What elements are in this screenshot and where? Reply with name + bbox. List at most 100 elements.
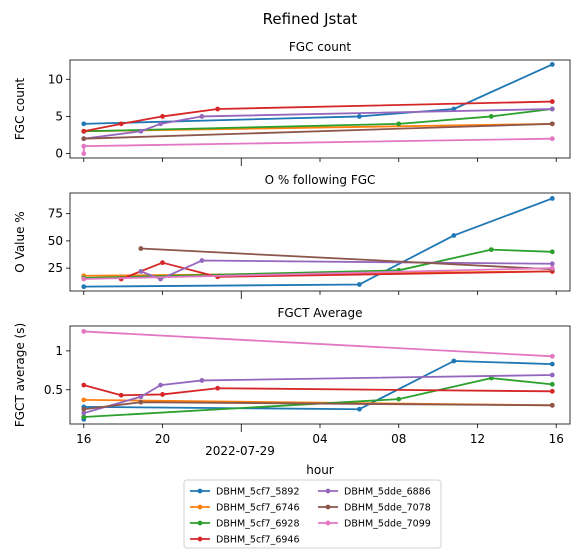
series-line: [83, 63, 553, 125]
legend-entry: DBHM_5cf7_6746: [190, 503, 300, 514]
data-point: [199, 114, 205, 119]
data-point: [488, 247, 494, 253]
series-line: [83, 197, 553, 288]
legend-label: DBHM_5cf7_6746: [216, 503, 300, 514]
data-point: [138, 246, 144, 251]
data-point: [549, 136, 555, 142]
legend-label: DBHM_5cf7_6946: [216, 535, 300, 546]
series-DBHM_5dde_7078: [81, 121, 555, 142]
series-DBHM_5dde_6886: [81, 372, 555, 416]
legend-label: DBHM_5cf7_5892: [216, 487, 300, 498]
data-point: [549, 249, 555, 255]
data-point: [215, 385, 221, 391]
date-label: 2022-07-29: [205, 444, 275, 458]
legend-marker: [325, 504, 331, 510]
y-axis-label: O Value %: [13, 211, 27, 272]
data-point: [215, 106, 221, 112]
y-tick-label: 0: [55, 147, 63, 161]
series-DBHM_5cf7_5892: [81, 196, 555, 290]
data-point: [81, 276, 87, 282]
series-DBHM_5cf7_6946: [81, 99, 555, 134]
data-point: [356, 114, 362, 119]
data-point: [81, 329, 87, 334]
data-point: [160, 114, 165, 119]
data-point: [138, 399, 144, 405]
series-line: [83, 377, 553, 418]
x-tick-label: 08: [391, 432, 406, 446]
series-DBHM_5dde_7078: [81, 399, 555, 412]
series-DBHM_5dde_7099: [81, 136, 555, 156]
axes-frame: [69, 325, 571, 425]
data-point: [81, 128, 87, 134]
data-point: [549, 62, 555, 67]
legend-label: DBHM_5dde_7078: [344, 503, 431, 514]
data-point: [356, 282, 362, 287]
data-point: [356, 406, 362, 412]
data-point: [549, 388, 555, 394]
x-tick-label: 04: [312, 432, 327, 446]
subplot-title: FGC count: [289, 40, 352, 54]
series-line: [83, 248, 553, 279]
series-line: [82, 137, 553, 154]
data-point: [549, 261, 555, 267]
x-tick-label: 12: [470, 432, 485, 446]
y-tick-label: 1: [55, 344, 63, 358]
axes-frame: [69, 192, 571, 292]
figure-title: Refined Jstat: [263, 10, 358, 28]
series-DBHM_5cf7_6928: [81, 375, 555, 420]
legend-entry: DBHM_5dde_7099: [318, 519, 431, 530]
y-tick-label: 0.5: [44, 383, 63, 397]
subplot-title: FGCT Average: [277, 306, 362, 320]
data-point: [549, 381, 555, 387]
legend-entry: DBHM_5cf7_6946: [190, 535, 300, 546]
y-axis-label: FGCT average (s): [13, 323, 27, 427]
x-axis-label: hour: [306, 463, 334, 477]
data-point: [81, 410, 87, 416]
data-point: [549, 372, 555, 378]
data-point: [549, 99, 555, 104]
data-point: [549, 353, 555, 359]
x-tick-label: 16: [76, 432, 91, 446]
legend-marker: [325, 488, 331, 494]
legend: DBHM_5cf7_5892 DBHM_5cf7_6746 DBHM_5cf7_69…: [183, 479, 442, 549]
data-point: [549, 361, 555, 367]
data-point: [158, 382, 163, 388]
legend-label: DBHM_5dde_6886: [344, 487, 431, 498]
data-point: [118, 392, 124, 398]
data-point: [158, 121, 163, 127]
legend-marker: [197, 520, 203, 526]
legend-marker: [197, 536, 203, 542]
data-point: [81, 136, 87, 142]
data-point: [81, 151, 87, 156]
legend-marker: [197, 488, 203, 494]
series-line: [83, 384, 553, 397]
series-line: [83, 330, 553, 358]
data-point: [81, 382, 87, 388]
data-point: [199, 378, 205, 383]
data-point: [396, 121, 402, 127]
series-line: [83, 267, 553, 280]
data-point: [451, 358, 457, 364]
data-point: [451, 233, 457, 238]
data-point: [396, 396, 402, 402]
series-line: [83, 108, 553, 133]
data-point: [81, 414, 87, 420]
data-point: [549, 106, 555, 112]
series-line: [140, 247, 553, 271]
y-tick-label: 75: [48, 207, 63, 221]
legend-entry: DBHM_5cf7_6928: [190, 519, 300, 530]
series-DBHM_5dde_7099: [81, 329, 555, 359]
x-tick-label: 20: [155, 432, 170, 446]
legend-entry: DBHM_5dde_6886: [318, 487, 431, 498]
data-point: [81, 284, 87, 290]
subplot-title: O % following FGC: [265, 173, 376, 187]
data-point: [138, 394, 144, 400]
series-DBHM_5dde_7099: [81, 265, 555, 282]
data-point: [160, 392, 165, 397]
data-point: [488, 114, 494, 119]
subplot-1: FGC count FGC count 0 5 10: [13, 40, 571, 166]
data-point: [549, 265, 555, 271]
series-line: [140, 259, 553, 280]
